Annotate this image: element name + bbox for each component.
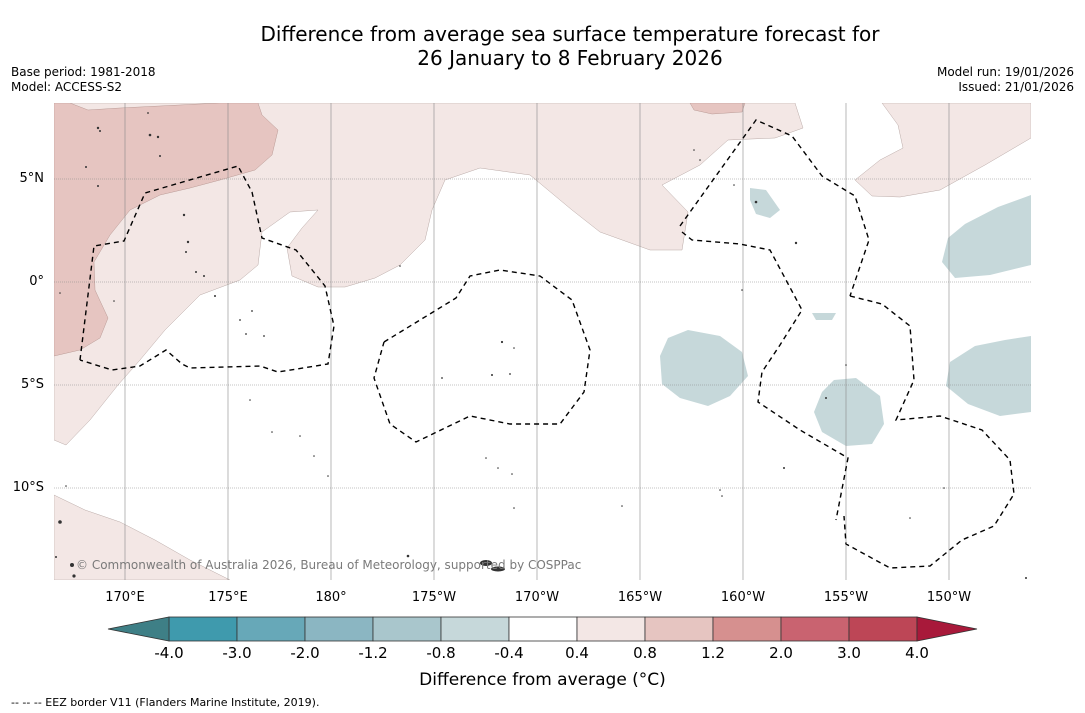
colorbar-tick: -4.0 bbox=[154, 644, 184, 662]
eez-border-cook-islands bbox=[843, 295, 1015, 569]
colorbar-tick: 0.8 bbox=[633, 644, 657, 662]
lon-label-155w: 155°W bbox=[823, 590, 869, 605]
colorbar-segment bbox=[848, 616, 918, 642]
chart-title: Difference from average sea surface temp… bbox=[0, 22, 1085, 70]
anomaly-cool-patch-2 bbox=[942, 195, 1031, 278]
colorbar-segment bbox=[372, 616, 442, 642]
anomaly-cool-patch-1 bbox=[750, 188, 780, 218]
anomaly-cool-patch-6 bbox=[814, 378, 884, 446]
colorbar-tick: 4.0 bbox=[905, 644, 929, 662]
eez-border-kiribati-gilberts bbox=[79, 165, 335, 373]
anomaly-cool-patch-5 bbox=[946, 336, 1031, 416]
run-info: Model run: 19/01/2026 Issued: 21/01/2026 bbox=[937, 65, 1074, 95]
colorbar-over-arrow bbox=[916, 616, 978, 642]
colorbar-tick: -3.0 bbox=[222, 644, 252, 662]
colorbar-tick: -1.2 bbox=[358, 644, 388, 662]
colorbar-segment bbox=[644, 616, 714, 642]
colorbar-segment bbox=[168, 616, 238, 642]
colorbar-tick: -2.0 bbox=[290, 644, 320, 662]
model-info: Base period: 1981-2018 Model: ACCESS-S2 bbox=[11, 65, 156, 95]
base-period: Base period: 1981-2018 bbox=[11, 65, 156, 79]
model-run: Model run: 19/01/2026 bbox=[936, 65, 1074, 79]
colorbar-under-arrow bbox=[107, 616, 170, 642]
title-line-1: Difference from average sea surface temp… bbox=[260, 22, 880, 46]
lon-label-175e: 175°E bbox=[208, 590, 248, 605]
colorbar-tick: 2.0 bbox=[769, 644, 793, 662]
gridlines bbox=[54, 103, 1031, 580]
colorbar-tick: -0.4 bbox=[494, 644, 524, 662]
lon-label-180: 180° bbox=[315, 590, 347, 605]
lat-label-5n: 5°N bbox=[19, 171, 45, 186]
eez-border-line-islands bbox=[679, 119, 870, 297]
lon-label-165w: 165°W bbox=[617, 590, 663, 605]
anomaly-cool-patch-3 bbox=[660, 330, 748, 406]
colorbar-tick: 3.0 bbox=[837, 644, 861, 662]
anomaly-light-warm-southwest bbox=[54, 494, 231, 580]
lat-label-10s: 10°S bbox=[12, 480, 44, 495]
colorbar-segment bbox=[712, 616, 782, 642]
colorbar-tick: -0.8 bbox=[426, 644, 456, 662]
colorbar-segment bbox=[508, 616, 578, 642]
eez-border-central bbox=[681, 231, 849, 521]
colorbar-segment bbox=[440, 616, 510, 642]
colorbar-segment bbox=[780, 616, 850, 642]
lon-label-160w: 160°W bbox=[720, 590, 766, 605]
eez-border-tokelau-phoenix bbox=[373, 269, 591, 443]
anomaly-light-warm-east bbox=[854, 103, 1031, 198]
copyright-notice: © Commonwealth of Australia 2026, Bureau… bbox=[76, 558, 582, 572]
lon-label-150w: 150°W bbox=[926, 590, 972, 605]
colorbar-segment bbox=[236, 616, 306, 642]
eez-legend: -- -- -- EEZ border V11 (Flanders Marine… bbox=[11, 696, 320, 709]
title-line-2: 26 January to 8 February 2026 bbox=[417, 46, 723, 70]
colorbar bbox=[107, 616, 978, 642]
colorbar-tick: 1.2 bbox=[701, 644, 725, 662]
anomaly-light-warm-region bbox=[54, 103, 804, 446]
lon-label-170e: 170°E bbox=[105, 590, 145, 605]
eez-borders bbox=[79, 119, 1015, 569]
lat-label-5s: 5°S bbox=[20, 377, 44, 392]
lat-label-0: 0° bbox=[29, 274, 44, 289]
issued-date: Issued: 21/01/2026 bbox=[958, 80, 1074, 94]
lon-label-175w: 175°W bbox=[411, 590, 457, 605]
model-name: Model: ACCESS-S2 bbox=[11, 80, 123, 94]
anomaly-cool-patch-4 bbox=[812, 313, 836, 320]
anomaly-warm-region bbox=[54, 103, 279, 357]
colorbar-segment bbox=[304, 616, 374, 642]
colorbar-label: Difference from average (°C) bbox=[419, 670, 666, 690]
colorbar-tick: 0.4 bbox=[565, 644, 589, 662]
anomaly-warm-patch-north bbox=[689, 103, 746, 115]
colorbar-segment bbox=[576, 616, 646, 642]
map-area bbox=[54, 103, 1031, 580]
islands bbox=[55, 112, 1027, 579]
lon-label-170w: 170°W bbox=[514, 590, 560, 605]
